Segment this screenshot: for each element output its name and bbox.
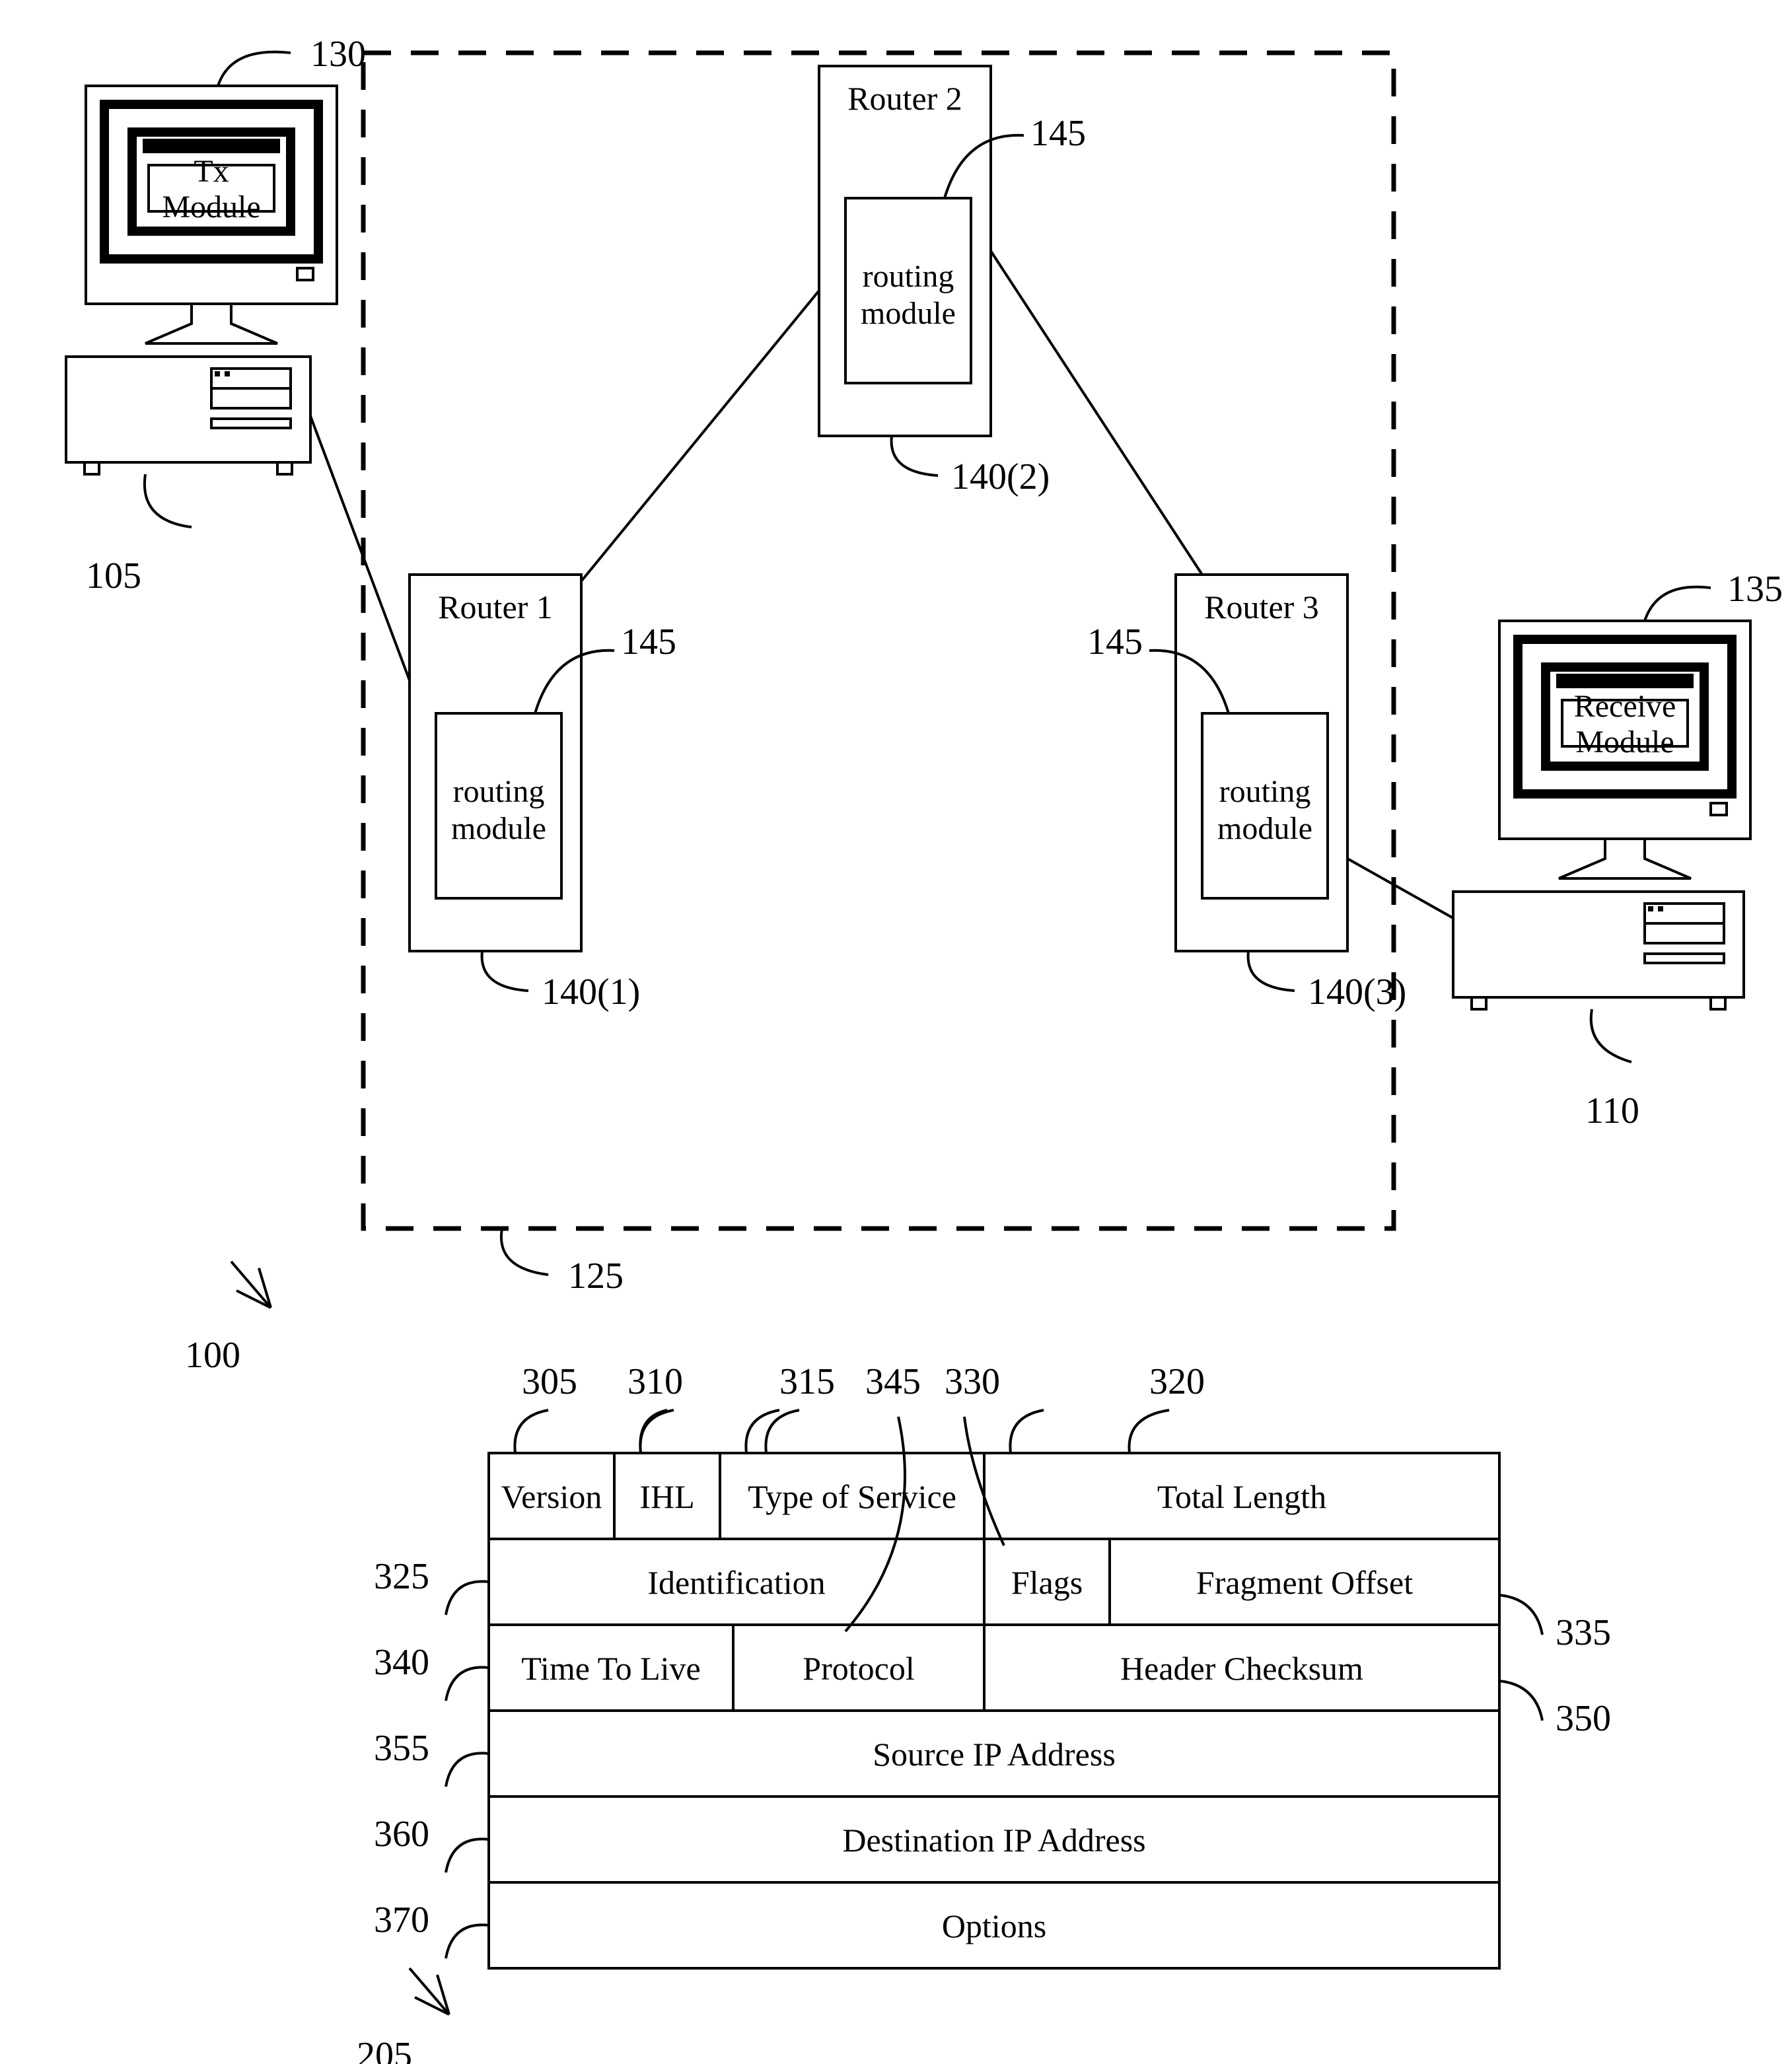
- rx-module-label-2: Module: [1575, 725, 1674, 760]
- ref-205: 205: [357, 2035, 412, 2064]
- hdr-total-length: Total Length: [1157, 1478, 1326, 1515]
- network-cloud: [363, 53, 1394, 1228]
- ref-100: 100: [185, 1335, 240, 1376]
- ref-305: 305: [522, 1361, 577, 1402]
- ref-320: 320: [1149, 1361, 1205, 1402]
- hdr-fragment-offset: Fragment Offset: [1196, 1564, 1413, 1601]
- ref-345: 345: [865, 1361, 921, 1402]
- router3-title: Router 3: [1204, 588, 1319, 625]
- ref-140-3: 140(3): [1308, 972, 1406, 1013]
- ref-145-r2: 145: [1030, 113, 1086, 154]
- hdr-dest-ip: Destination IP Address: [842, 1822, 1145, 1859]
- ref-340: 340: [374, 1642, 429, 1683]
- ref-325: 325: [374, 1556, 429, 1597]
- router3-mod-l2: module: [1217, 811, 1312, 846]
- hdr-options: Options: [942, 1907, 1046, 1944]
- hdr-protocol: Protocol: [803, 1650, 914, 1687]
- tx-module-label-1: Tx: [194, 154, 229, 189]
- ref-140-1: 140(1): [542, 972, 640, 1013]
- ref-140-2: 140(2): [951, 456, 1050, 497]
- tx-module-label-2: Module: [162, 190, 260, 225]
- router2-title: Router 2: [847, 80, 962, 117]
- hdr-type-of-service: Type of Service: [748, 1478, 956, 1515]
- rx-module-label-1: Receive: [1574, 689, 1676, 724]
- ref-125: 125: [568, 1256, 624, 1297]
- hdr-flags: Flags: [1011, 1564, 1083, 1601]
- router1-mod-l2: module: [451, 811, 546, 846]
- ref-335: 335: [1556, 1612, 1611, 1653]
- router2-mod-l1: routing: [863, 259, 954, 294]
- ref-315: 315: [779, 1361, 835, 1402]
- router1-title: Router 1: [438, 588, 553, 625]
- ref-145-r1: 145: [621, 622, 676, 662]
- router3-mod-l1: routing: [1219, 774, 1311, 809]
- ref-310: 310: [627, 1361, 683, 1402]
- ref-145-r3: 145: [1087, 622, 1143, 662]
- router1-mod-l1: routing: [453, 774, 545, 809]
- hdr-source-ip: Source IP Address: [873, 1736, 1116, 1773]
- hdr-header-checksum: Header Checksum: [1120, 1650, 1363, 1687]
- router2-mod-l2: module: [861, 296, 956, 331]
- ref-350: 350: [1556, 1698, 1611, 1739]
- hdr-version: Version: [501, 1478, 602, 1515]
- ref-360: 360: [374, 1814, 429, 1855]
- hdr-ihl: IHL: [639, 1478, 694, 1515]
- ref-105: 105: [86, 555, 141, 596]
- ref-370: 370: [374, 1900, 429, 1940]
- hdr-time-to-live: Time To Live: [521, 1650, 701, 1687]
- ref-330: 330: [945, 1361, 1000, 1402]
- hdr-identification: Identification: [647, 1564, 825, 1601]
- ref-130: 130: [310, 34, 366, 75]
- ref-110: 110: [1585, 1090, 1639, 1131]
- ref-355: 355: [374, 1728, 429, 1769]
- ref-135: 135: [1727, 569, 1783, 610]
